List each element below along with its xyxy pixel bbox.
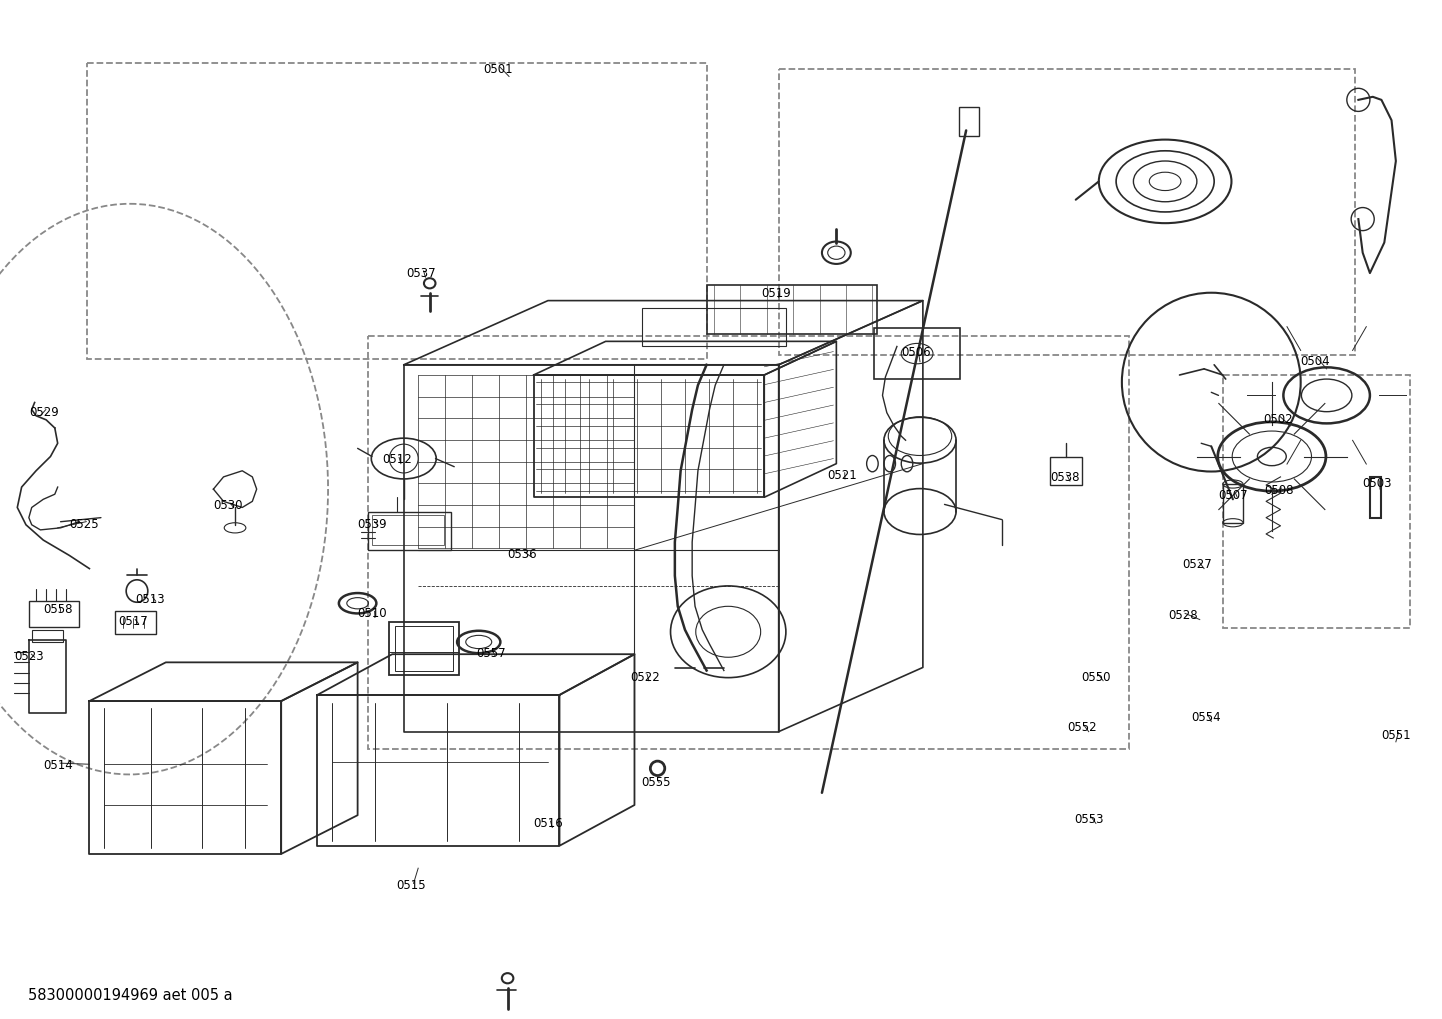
Text: 0506: 0506 [901,346,932,360]
Bar [32,630,63,642]
Bar [1370,477,1381,518]
Bar [29,601,79,627]
Bar [395,626,453,671]
Text: 0530: 0530 [213,499,242,513]
Bar [959,107,979,136]
Text: 0516: 0516 [534,817,564,830]
Text: 0504: 0504 [1301,355,1331,368]
Text: 0537: 0537 [407,267,437,280]
Text: 0510: 0510 [358,607,388,621]
Bar [779,69,1355,355]
Text: 0519: 0519 [761,287,792,301]
Bar [368,336,1129,749]
Bar [368,512,451,550]
Bar [389,622,459,675]
Bar [372,515,444,545]
Bar [1050,457,1082,485]
Bar [874,328,960,379]
Text: 0550: 0550 [1082,671,1110,684]
Text: 58300000194969 aet 005 a: 58300000194969 aet 005 a [27,988,232,1003]
Text: 0507: 0507 [1218,489,1249,502]
Text: 0512: 0512 [382,453,412,467]
Text: 0529: 0529 [29,406,59,419]
Text: 0503: 0503 [1363,477,1392,490]
Text: 0553: 0553 [1074,813,1103,826]
Text: 0513: 0513 [136,593,166,606]
Text: 0539: 0539 [358,518,388,531]
Text: 0501: 0501 [483,63,513,76]
Text: 0508: 0508 [1265,484,1293,497]
Text: 0528: 0528 [1168,609,1198,623]
Text: 0558: 0558 [43,603,72,616]
Bar [1223,375,1410,628]
Bar [642,308,786,346]
Bar [707,285,877,334]
Text: 0502: 0502 [1263,413,1293,426]
Text: 0527: 0527 [1182,558,1213,572]
Bar [1223,484,1243,523]
Bar [87,63,707,359]
Text: 0523: 0523 [14,650,45,663]
Bar [115,611,156,634]
Text: 0525: 0525 [69,518,99,531]
Text: 0538: 0538 [1050,471,1079,484]
Text: 0521: 0521 [828,469,858,482]
Text: 0552: 0552 [1067,721,1097,735]
Text: 0557: 0557 [476,647,506,660]
Text: 0551: 0551 [1381,729,1412,742]
Text: 0514: 0514 [43,759,74,772]
Text: 0515: 0515 [397,879,427,893]
Text: 0522: 0522 [630,671,660,684]
Text: 0536: 0536 [508,548,538,561]
Text: 0554: 0554 [1191,711,1221,725]
Text: 0555: 0555 [642,776,671,790]
Text: 0517: 0517 [118,615,149,629]
